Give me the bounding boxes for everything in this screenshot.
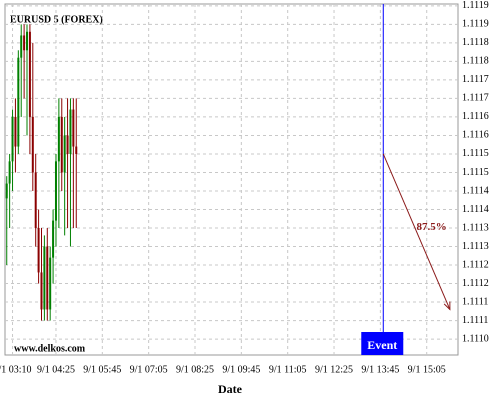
y-tick-label: 1.1117: [462, 93, 489, 104]
candle-body: [72, 109, 75, 147]
forecast-arrow: [382, 153, 451, 310]
candle-body: [14, 116, 17, 147]
arrow-head: [443, 301, 451, 311]
x-tick-label: 9/1 12:25: [315, 364, 353, 375]
y-tick-label: 1.1115: [462, 167, 489, 178]
x-tick-label: 9/1 15:05: [408, 364, 446, 375]
y-tick-label: 1.1110: [462, 333, 489, 344]
candle-body: [8, 161, 11, 184]
candle-body: [34, 172, 37, 229]
candle-body: [31, 116, 34, 173]
y-tick-label: 1.1118: [462, 56, 489, 67]
x-tick-label: 9/1 09:45: [222, 364, 260, 375]
candle-body: [23, 35, 26, 51]
y-tick-label: 1.1112: [462, 278, 489, 289]
y-tick-label: 1.1119: [462, 0, 489, 11]
y-tick-label: 1.1115: [462, 148, 489, 159]
candle-body: [66, 135, 69, 154]
candle-body: [60, 116, 63, 173]
candle-body: [17, 57, 20, 147]
candle-body: [46, 246, 49, 310]
y-tick-label: 1.1114: [462, 185, 489, 196]
candle-body: [26, 31, 29, 51]
chart-title: EURUSD 5 (FOREX): [10, 14, 103, 25]
candle-body: [57, 116, 60, 162]
x-tick-label: 9/1 07:05: [130, 364, 168, 375]
event-label: Event: [367, 338, 397, 352]
y-tick-label: 1.1111: [462, 296, 488, 307]
candle-body: [43, 246, 46, 310]
y-tick-label: 1.1114: [462, 204, 489, 215]
x-tick-label: 9/1 08:25: [176, 364, 214, 375]
candle-body: [20, 35, 23, 58]
y-tick-label: 1.1117: [462, 74, 489, 85]
y-tick-label: 1.1119: [462, 19, 489, 30]
x-tick-label: 9/1 05:45: [83, 364, 121, 375]
candle-body: [28, 31, 31, 117]
x-tick-label: 9/1 11:05: [269, 364, 307, 375]
candle-body: [40, 272, 43, 310]
y-tick-label: 1.1112: [462, 259, 489, 270]
candle-body: [69, 109, 72, 154]
candle-body: [5, 183, 8, 199]
x-tick-label: 9/1 03:10: [0, 364, 32, 375]
y-tick-label: 1.1116: [462, 111, 489, 122]
forecast-label: 87.5%: [416, 221, 446, 233]
x-tick-label: 9/1 13:45: [361, 364, 399, 375]
candle-body: [11, 116, 14, 162]
watermark: www.delkos.com: [14, 343, 86, 354]
candle-body: [54, 161, 57, 221]
y-tick-label: 1.1111: [462, 315, 488, 326]
candle-body: [49, 257, 52, 310]
x-tick-label: 9/1 04:25: [37, 364, 75, 375]
candle-body: [63, 135, 66, 173]
y-tick-label: 1.1113: [462, 241, 489, 252]
x-axis-label: Date: [218, 382, 243, 396]
candle-body: [52, 220, 55, 258]
candle-body: [75, 146, 78, 154]
candle-body: [37, 228, 40, 273]
y-tick-label: 1.1113: [462, 222, 489, 233]
event-box: [361, 332, 404, 355]
y-tick-label: 1.1116: [462, 130, 489, 141]
y-tick-label: 1.1118: [462, 37, 489, 48]
plot-frame: [4, 3, 459, 356]
